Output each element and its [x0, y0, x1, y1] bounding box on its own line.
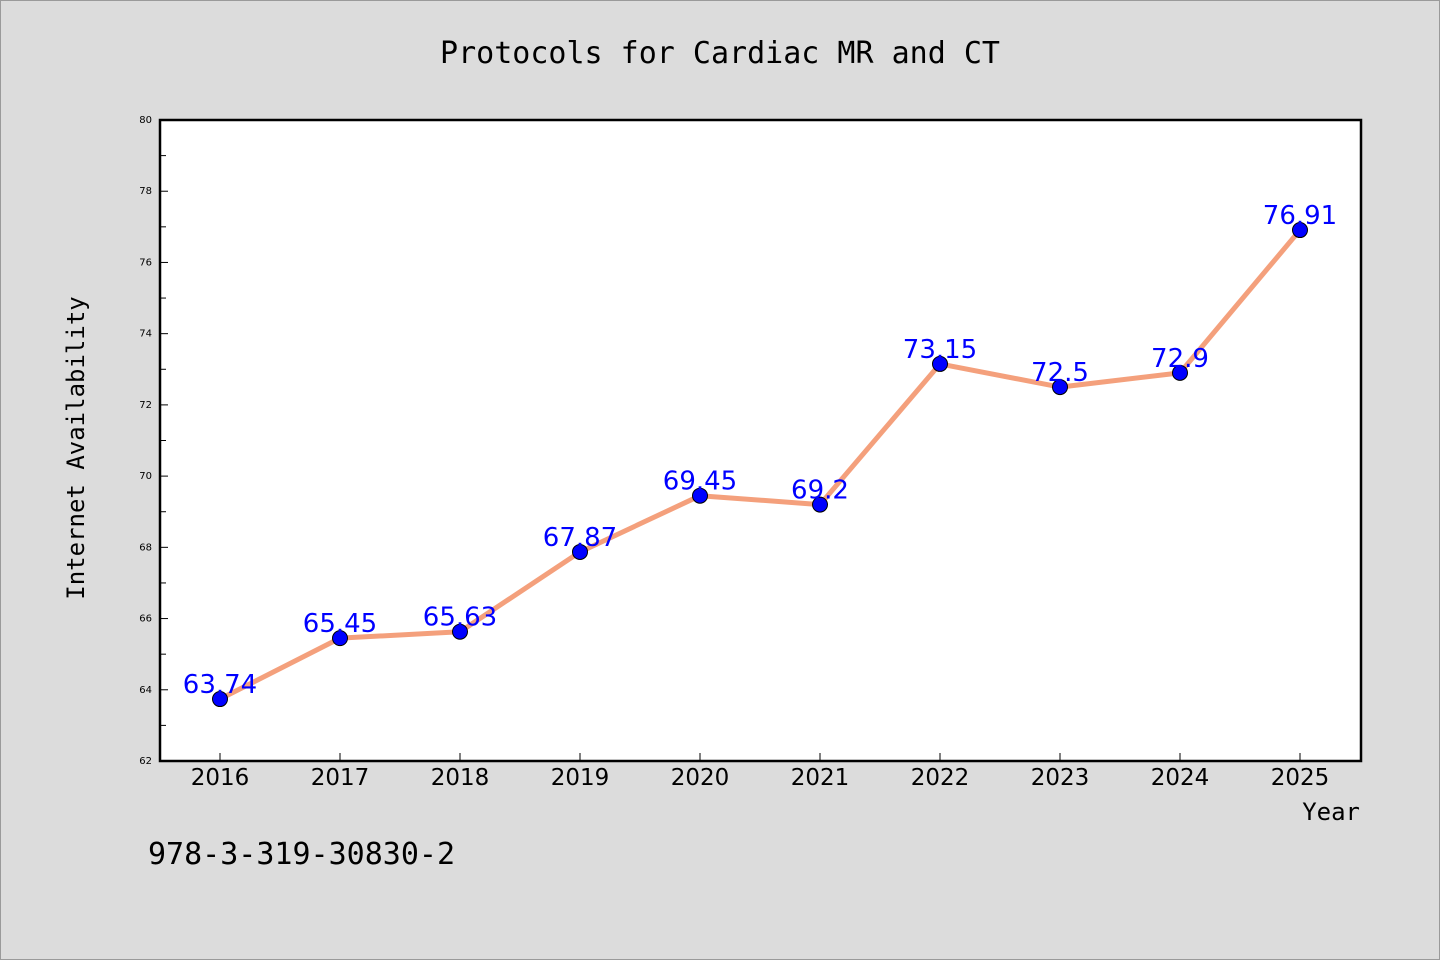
x-tick-label: 2023 [1031, 765, 1090, 791]
data-point [1052, 379, 1068, 396]
data-point [692, 487, 708, 504]
data-point [212, 691, 228, 708]
y-axis: 62 64 66 68 70 72 74 76 78 80 [139, 115, 168, 767]
y-tick-label: 78 [139, 186, 152, 197]
plot-area [158, 118, 1363, 763]
y-tick-label: 76 [139, 257, 152, 268]
chart-title: Protocols for Cardiac MR and CT [440, 36, 1000, 71]
y-axis-label: Internet Availability [62, 296, 90, 599]
y-tick-label: 80 [139, 115, 152, 126]
data-point [932, 355, 948, 372]
data-point [452, 623, 468, 640]
data-label: 72.5 [1031, 358, 1089, 388]
data-labels: 63.74 65.45 65.63 67.87 69.45 69.2 73.15 72.5 72… [183, 201, 1337, 700]
x-tick-label: 2017 [311, 765, 370, 791]
data-point [1172, 364, 1188, 381]
y-tick-label: 62 [139, 756, 152, 767]
y-tick-label: 68 [139, 542, 152, 553]
data-label: 67.87 [543, 523, 617, 553]
data-label: 76.91 [1263, 201, 1337, 231]
data-point [1292, 222, 1308, 239]
y-tick-label: 66 [139, 614, 152, 625]
data-label: 72.9 [1151, 344, 1209, 374]
x-tick-label: 2022 [911, 765, 970, 791]
data-label: 65.45 [303, 609, 377, 639]
data-label: 73.15 [903, 335, 977, 365]
data-point [572, 543, 588, 560]
y-tick-label: 74 [139, 329, 152, 340]
x-tick-label: 2025 [1271, 765, 1330, 791]
series-group [212, 222, 1308, 708]
data-label: 65.63 [423, 603, 497, 633]
y-tick-label: 64 [139, 685, 152, 696]
x-axis: 2016 2017 2018 2019 2020 2021 2022 2023 2024 2025 [191, 753, 1330, 791]
isbn-annotation: 978-3-319-30830-2 [148, 837, 455, 872]
series-line [217, 227, 1303, 702]
x-tick-label: 2020 [671, 765, 730, 791]
x-axis-label: Year [1302, 798, 1360, 826]
data-point [332, 630, 348, 647]
data-label: 69.2 [791, 476, 849, 506]
x-tick-label: 2019 [551, 765, 610, 791]
x-tick-label: 2021 [791, 765, 850, 791]
x-tick-label: 2018 [431, 765, 490, 791]
data-point [812, 496, 828, 513]
y-tick-label: 72 [139, 400, 152, 411]
x-tick-label: 2016 [191, 765, 250, 791]
y-tick-label: 70 [139, 471, 152, 482]
x-tick-label: 2024 [1151, 765, 1210, 791]
data-label: 69.45 [663, 467, 737, 497]
data-label: 63.74 [183, 670, 257, 700]
